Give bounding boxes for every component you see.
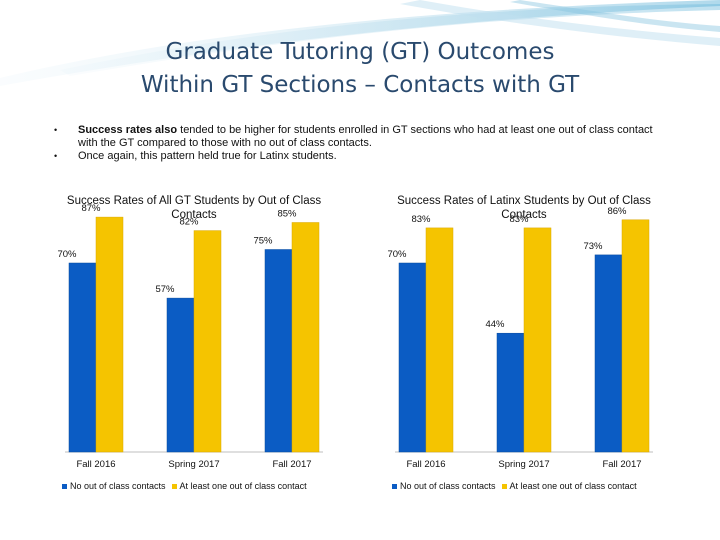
bullet-list: • Success rates also tended to be higher… (52, 124, 672, 163)
bar-contact (95, 216, 124, 453)
chart-2-legend: No out of class contacts At least one ou… (392, 481, 643, 491)
bar-contact (523, 227, 552, 453)
chart-1-legend: No out of class contacts At least one ou… (62, 481, 313, 491)
data-label: 83% (509, 214, 529, 225)
data-label: 85% (277, 209, 297, 220)
bullet-item-1: • Success rates also tended to be higher… (52, 124, 672, 150)
legend-label: No out of class contacts (400, 481, 496, 491)
legend-label: At least one out of class contact (179, 481, 307, 491)
bar-no-contact (264, 249, 293, 453)
bar-no-contact (398, 262, 427, 453)
bullet-marker: • (54, 125, 58, 135)
legend-swatch-no-contact (62, 483, 67, 489)
legend-swatch-no-contact (392, 483, 397, 489)
data-label: 75% (253, 236, 273, 247)
legend-swatch-contact (501, 483, 507, 489)
chart-1-title: Success Rates of All GT Students by Out … (66, 195, 322, 221)
category-tick-label: Spring 2017 (168, 459, 219, 470)
category-tick-label: Fall 2016 (406, 459, 445, 470)
bar-contact (425, 227, 454, 453)
slide-title-line-2: Within GT Sections – Contacts with GT (140, 72, 580, 98)
category-tick-label: Spring 2017 (498, 459, 549, 470)
bullet-item-2: • Once again, this pattern held true for… (52, 150, 672, 163)
legend-label: No out of class contacts (70, 481, 166, 491)
bar-no-contact (166, 297, 195, 453)
slide-title: Graduate Tutoring (GT) Outcomes Within G… (0, 36, 720, 102)
header-swoosh-graphic (0, 0, 720, 86)
data-label: 70% (387, 249, 407, 260)
bullet-1-bold-text: Success rates also (78, 124, 178, 136)
bar-no-contact (594, 254, 623, 453)
category-tick-label: Fall 2016 (76, 459, 115, 470)
legend-item-no-contact: No out of class contacts (392, 481, 496, 491)
legend-label: At least one out of class contact (509, 481, 637, 491)
data-label: 82% (179, 217, 199, 228)
bullet-1-text: tended to be higher for students enrolle… (78, 124, 653, 149)
data-label: 87% (81, 203, 101, 214)
bullet-marker: • (54, 151, 58, 161)
legend-swatch-contact (171, 483, 177, 489)
bar-contact (193, 230, 222, 453)
slide-title-line-1: Graduate Tutoring (GT) Outcomes (165, 39, 555, 65)
bar-contact (621, 219, 650, 453)
data-label: 70% (57, 249, 77, 260)
legend-item-no-contact: No out of class contacts (62, 481, 166, 491)
bar-no-contact (68, 262, 97, 453)
data-label: 44% (485, 319, 505, 330)
category-tick-label: Fall 2017 (602, 459, 641, 470)
category-tick-label: Fall 2017 (272, 459, 311, 470)
bar-contact (291, 222, 320, 453)
legend-item-contact: At least one out of class contact (171, 481, 307, 491)
chart-2-title: Success Rates of Latinx Students by Out … (397, 195, 651, 221)
data-label: 86% (607, 206, 627, 217)
data-label: 73% (583, 241, 603, 252)
data-label: 57% (155, 284, 175, 295)
legend-item-contact: At least one out of class contact (501, 481, 637, 491)
bar-no-contact (496, 332, 525, 453)
bullet-2-text: Once again, this pattern held true for L… (78, 150, 337, 162)
data-label: 83% (411, 214, 431, 225)
